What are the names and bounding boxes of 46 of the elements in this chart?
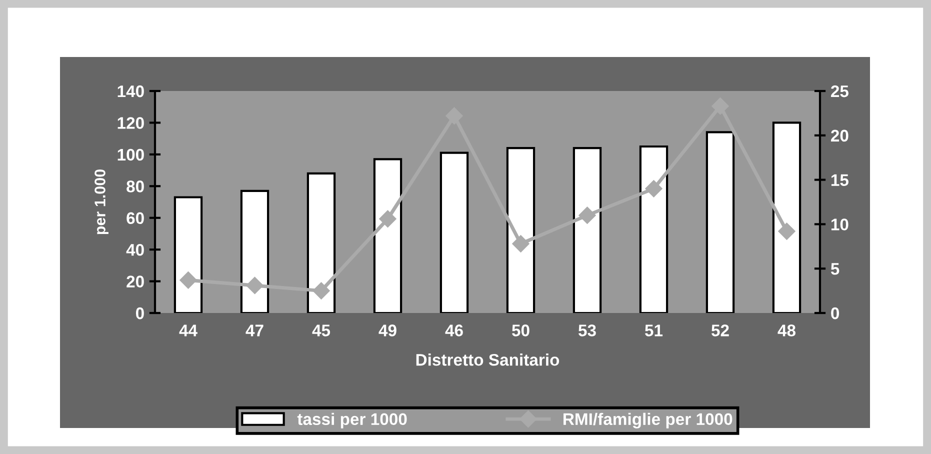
x-tick-label: 49 <box>378 324 396 336</box>
x-tick-label: 50 <box>512 324 530 336</box>
bar <box>373 158 402 313</box>
bar <box>639 145 668 313</box>
x-tick-label: 52 <box>711 324 729 336</box>
bar <box>306 172 336 313</box>
y-tick-label: 80 <box>126 180 144 192</box>
y2-tick-label: 20 <box>830 130 848 142</box>
point <box>778 222 796 240</box>
bar <box>772 122 802 313</box>
x-tick-label: 46 <box>445 324 463 336</box>
bar <box>174 196 203 313</box>
y-tick-label: 140 <box>118 85 144 98</box>
point <box>578 206 596 224</box>
point <box>645 180 662 198</box>
point <box>512 235 530 252</box>
bar <box>440 152 469 313</box>
y-axis-title: per 1.000 <box>94 170 108 234</box>
y-tick-label: 0 <box>136 307 144 320</box>
point <box>379 210 396 228</box>
point <box>312 282 330 300</box>
bar <box>506 147 536 313</box>
y2-tick-label: 15 <box>831 174 848 186</box>
bar <box>240 190 270 313</box>
y-tick-label: 100 <box>118 148 144 161</box>
x-tick-label: 47 <box>246 324 264 336</box>
x-tick-label: 53 <box>578 324 596 336</box>
y2-tick-label: 5 <box>830 263 840 275</box>
y2-tick-label: 25 <box>830 85 848 98</box>
bar <box>572 147 602 313</box>
x-tick-label: 51 <box>644 324 663 336</box>
y2-tick-label: 10 <box>831 218 848 230</box>
y2-tick-label: 0 <box>831 307 840 320</box>
point <box>246 276 264 294</box>
x-axis-title: Distretto Sanitario <box>416 354 560 366</box>
y-tick-label: 60 <box>126 212 144 224</box>
x-tick-label: 44 <box>179 324 198 336</box>
bar <box>706 131 735 313</box>
x-tick-label: 45 <box>312 324 330 336</box>
legend-label: tassi per 1000 <box>297 412 407 428</box>
y-tick-label: 20 <box>126 276 144 288</box>
legend-label: RMI/famiglie per 1000 <box>564 412 732 428</box>
point <box>180 272 197 289</box>
y-tick-label: 120 <box>118 117 144 129</box>
x-tick-label: 48 <box>778 324 796 336</box>
y-tick-label: 40 <box>126 244 144 256</box>
